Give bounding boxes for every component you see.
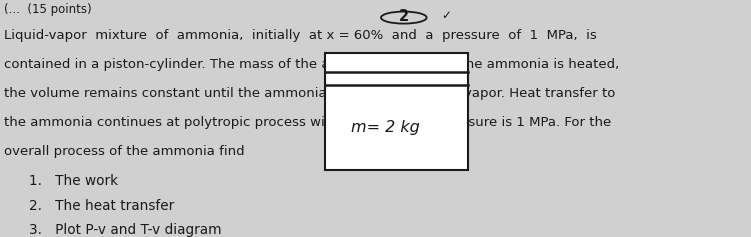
FancyBboxPatch shape	[325, 53, 468, 170]
Text: 1.   The work: 1. The work	[29, 174, 119, 188]
Text: Liquid-vapor  mixture  of  ammonia,  initially  at x = 60%  and  a  pressure  of: Liquid-vapor mixture of ammonia, initial…	[5, 29, 597, 42]
Text: contained in a piston-cylinder. The mass of the ammonia is 2 kg. As the ammonia : contained in a piston-cylinder. The mass…	[5, 58, 620, 71]
Text: ✓: ✓	[441, 9, 451, 22]
Text: m= 2 kg: m= 2 kg	[351, 120, 420, 135]
Text: 2.   The heat transfer: 2. The heat transfer	[29, 199, 174, 213]
Text: the ammonia continues at polytropic process with n =1 until the pressure is 1 MP: the ammonia continues at polytropic proc…	[5, 116, 611, 129]
Text: 3.   Plot P-v and T-v diagram: 3. Plot P-v and T-v diagram	[29, 223, 222, 237]
Text: the volume remains constant until the ammonia becomes saturated vapor. Heat tran: the volume remains constant until the am…	[5, 87, 616, 100]
Text: overall process of the ammonia find: overall process of the ammonia find	[5, 145, 245, 158]
Text: 2: 2	[399, 9, 409, 24]
Text: (...  (15 points): (... (15 points)	[5, 3, 92, 16]
